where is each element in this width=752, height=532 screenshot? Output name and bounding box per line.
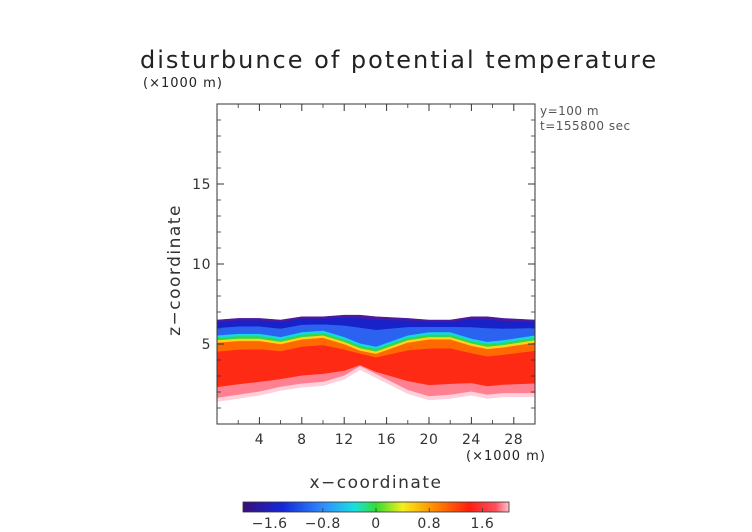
annotation-y: y=100 m <box>540 104 600 118</box>
y-tick-label: 5 <box>202 337 211 353</box>
colorbar-tick-label: 0 <box>371 516 380 532</box>
colorbar-tick-label: −1.6 <box>252 516 288 532</box>
x-tick-label: 4 <box>255 432 264 448</box>
annotation-time: t=155800 sec <box>540 119 631 133</box>
x-tick-label: 16 <box>377 432 396 448</box>
colorbar-tick-label: 1.6 <box>471 516 495 532</box>
colorbar-tick-label: 0.8 <box>417 516 441 532</box>
x-scale-note: (×1000 m) <box>466 449 546 464</box>
axes: 4 8 12 16 20 24 28 5 10 15 <box>192 104 536 448</box>
x-tick-label: 20 <box>420 432 439 448</box>
chart-title: disturbunce of potential temperature <box>140 46 659 74</box>
x-tick-label: 28 <box>504 432 523 448</box>
colorbar-tick-label: −0.8 <box>305 516 341 532</box>
z-scale-note: (×1000 m) <box>143 76 223 91</box>
x-tick-label: 24 <box>462 432 481 448</box>
colorbar-ticks: −1.6 −0.8 0 0.8 1.6 <box>252 508 495 532</box>
y-axis-label: z−coordinate <box>165 204 185 336</box>
y-tick-label: 10 <box>192 257 211 273</box>
x-tick-label: 12 <box>335 432 354 448</box>
y-tick-label: 15 <box>192 177 211 193</box>
x-tick-label: 8 <box>297 432 306 448</box>
field-band-9 <box>217 314 535 323</box>
temperature-field <box>217 314 535 402</box>
x-axis-label: x−coordinate <box>310 473 443 493</box>
